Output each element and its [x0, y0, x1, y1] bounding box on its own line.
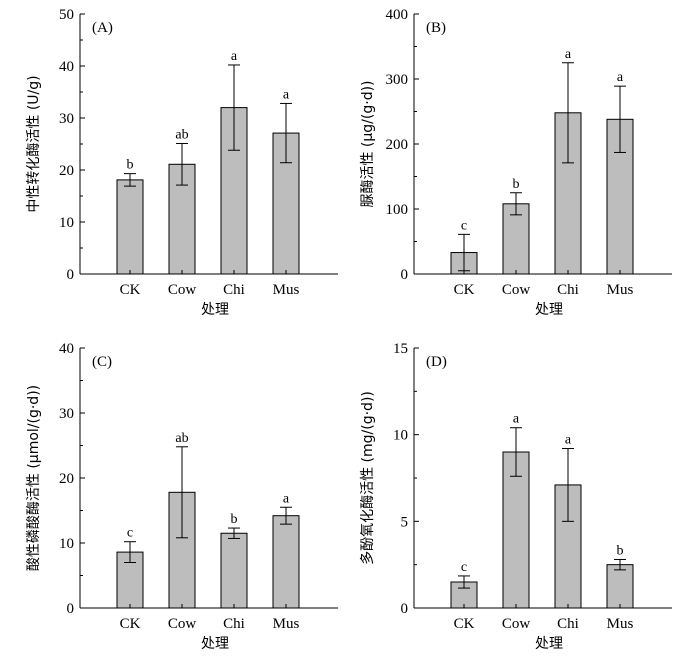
- x-tick-label: Cow: [168, 616, 197, 632]
- significance-label: a: [565, 433, 572, 448]
- y-axis-label: 酸性磷酸酶活性 (μmol/(g·d)): [26, 385, 42, 571]
- y-tick-label: 0: [401, 267, 409, 283]
- panel-tag: (A): [92, 20, 113, 36]
- bar-mus: [272, 515, 300, 609]
- y-tick-label: 400: [386, 7, 409, 23]
- y-tick-label: 40: [59, 59, 74, 75]
- bar-ck: [116, 179, 144, 275]
- y-tick-label: 10: [59, 215, 74, 231]
- x-tick-label: Chi: [557, 282, 579, 298]
- x-tick-label: Mus: [273, 282, 300, 298]
- panel-tag: (D): [426, 354, 447, 370]
- panel-2: 0 10 20 30 40 c CK ab Cow b Chi a Mus (C) 处理 酸性磷酸酶活性 (μ…: [26, 341, 338, 652]
- significance-label: c: [461, 218, 467, 233]
- significance-label: c: [461, 560, 467, 575]
- y-tick-label: 5: [401, 514, 409, 530]
- y-tick-label: 0: [401, 601, 409, 617]
- significance-label: ab: [175, 431, 188, 446]
- bar-chi: [554, 484, 582, 609]
- significance-label: b: [127, 158, 134, 173]
- significance-label: a: [283, 87, 290, 102]
- y-tick-label: 10: [393, 428, 408, 444]
- significance-label: ab: [175, 127, 188, 142]
- significance-label: a: [231, 49, 238, 64]
- y-tick-label: 0: [67, 267, 75, 283]
- significance-label: a: [565, 47, 572, 62]
- y-tick-label: 20: [59, 163, 74, 179]
- x-axis-label: 处理: [201, 302, 229, 318]
- panel-0: 0 10 20 30 40 50 b CK ab Cow a Chi a Mus (A) 处理 中性转化酶活性 …: [26, 7, 338, 318]
- x-tick-label: Mus: [607, 616, 634, 632]
- x-tick-label: CK: [120, 616, 141, 632]
- y-axis-label: 脲酶活性 (μg/(g·d)): [360, 80, 376, 207]
- significance-label: a: [513, 412, 520, 427]
- significance-label: b: [231, 512, 238, 527]
- y-tick-label: 50: [59, 7, 74, 23]
- y-tick-label: 20: [59, 471, 74, 487]
- bar-mus: [606, 564, 634, 609]
- significance-label: c: [127, 526, 133, 541]
- y-tick-label: 30: [59, 111, 74, 127]
- y-tick-label: 200: [386, 137, 409, 153]
- x-tick-label: Cow: [168, 282, 197, 298]
- x-tick-label: Cow: [502, 616, 531, 632]
- significance-label: b: [513, 177, 520, 192]
- y-axis-label: 多酚氧化酶活性 (mg/(g·d)): [359, 391, 376, 565]
- y-tick-label: 30: [59, 406, 74, 422]
- x-tick-label: Cow: [502, 282, 531, 298]
- panel-tag: (C): [92, 354, 112, 370]
- bar-chi: [220, 532, 248, 609]
- y-axis-label: 中性转化酶活性 (U/g): [26, 75, 42, 212]
- y-tick-label: 10: [59, 536, 74, 552]
- y-tick-label: 15: [393, 341, 408, 357]
- significance-label: b: [617, 543, 624, 558]
- x-tick-label: Chi: [223, 616, 245, 632]
- x-axis-label: 处理: [535, 636, 563, 652]
- y-tick-label: 100: [386, 202, 409, 218]
- x-tick-label: Mus: [273, 616, 300, 632]
- panel-1: 0 100 200 300 400 c CK b Cow a Chi a Mus (B) 处理 脲酶活性 (μ…: [360, 7, 672, 318]
- x-axis-label: 处理: [535, 302, 563, 318]
- panel-3: 0 5 10 15 c CK a Cow a Chi b Mus (D) 处理 多酚氧化酶活性 (mg/(g…: [359, 341, 672, 652]
- y-tick-label: 40: [59, 341, 74, 357]
- x-tick-label: CK: [120, 282, 141, 298]
- x-tick-label: CK: [454, 282, 475, 298]
- y-tick-label: 300: [386, 72, 409, 88]
- significance-label: a: [283, 491, 290, 506]
- panel-tag: (B): [426, 20, 446, 36]
- x-tick-label: CK: [454, 616, 475, 632]
- x-tick-label: Chi: [557, 616, 579, 632]
- y-tick-label: 0: [67, 601, 75, 617]
- significance-label: a: [617, 70, 624, 85]
- x-axis-label: 处理: [201, 636, 229, 652]
- x-tick-label: Chi: [223, 282, 245, 298]
- x-tick-label: Mus: [607, 282, 634, 298]
